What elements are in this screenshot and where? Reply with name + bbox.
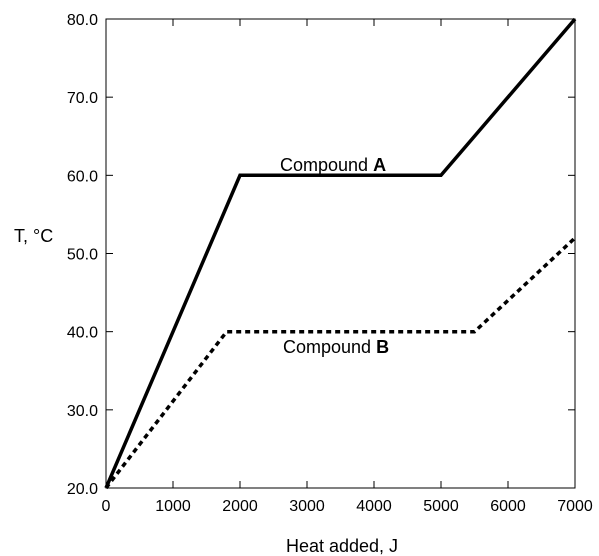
- x-tick-labels: 0 1000 2000 3000 4000 5000 6000 7000: [102, 498, 593, 515]
- x-tick-label: 4000: [356, 498, 392, 515]
- x-tick-label: 7000: [557, 498, 593, 515]
- x-tick-label: 5000: [423, 498, 459, 515]
- series-line-compound-a: [104, 17, 577, 489]
- x-tick-label: 0: [102, 498, 111, 515]
- y-tick-label: 60.0: [67, 168, 98, 185]
- y-tick-label: 50.0: [67, 247, 98, 264]
- tick-marks: [105, 18, 576, 489]
- x-tick-label: 1000: [155, 498, 191, 515]
- x-tick-label: 2000: [222, 498, 258, 515]
- y-tick-label: 80.0: [67, 12, 98, 29]
- x-axis-label: Heat added, J: [286, 536, 398, 556]
- x-tick-label: 3000: [289, 498, 325, 515]
- series-line-compound-b: [104, 236, 577, 490]
- y-tick-label: 20.0: [67, 481, 98, 498]
- y-tick-labels: 20.0 30.0 40.0 50.0 60.0 70.0 80.0: [67, 12, 98, 498]
- series-label-compound-b: Compound B: [283, 337, 389, 357]
- x-tick-label: 6000: [490, 498, 526, 515]
- y-tick-label: 40.0: [67, 325, 98, 342]
- series-layer: [104, 17, 577, 490]
- y-tick-label: 30.0: [67, 403, 98, 420]
- plot-frame: [105, 18, 576, 489]
- y-tick-label: 70.0: [67, 90, 98, 107]
- series-label-compound-a: Compound A: [280, 155, 386, 175]
- y-axis-label: T, °C: [14, 226, 53, 246]
